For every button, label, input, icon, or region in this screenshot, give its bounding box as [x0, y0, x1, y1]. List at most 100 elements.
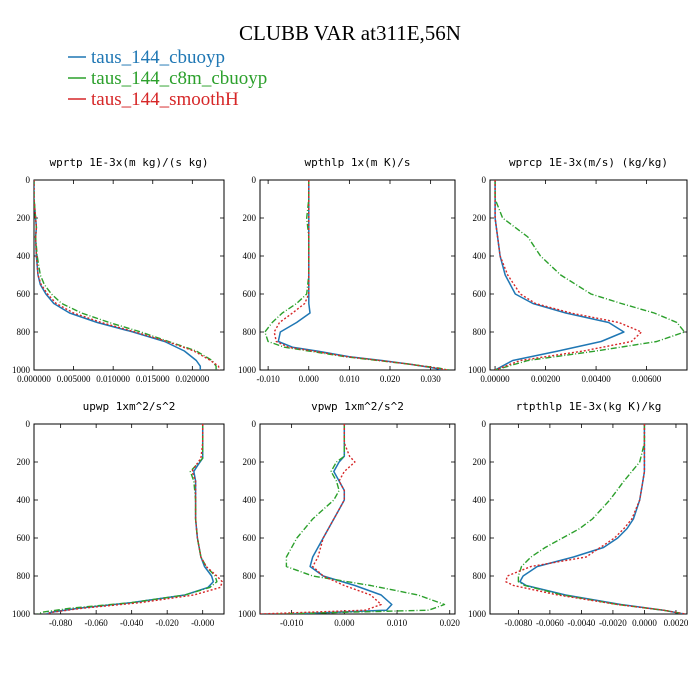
- x-tick-label: 0.020: [440, 618, 461, 628]
- legend-label-1: taus_144_c8m_cbuoyp: [91, 68, 267, 89]
- series-line-taus_144_c8m_cbuoyp: [517, 424, 686, 614]
- y-tick-label: 1000: [468, 609, 487, 619]
- y-tick-label: 200: [473, 213, 487, 223]
- x-tick-label: 0.0000: [632, 618, 657, 628]
- x-tick-label: 0.030: [421, 374, 442, 384]
- y-tick-label: 200: [243, 457, 257, 467]
- y-tick-label: 400: [243, 251, 257, 261]
- x-tick-label: -0.020: [156, 618, 180, 628]
- y-tick-label: 800: [243, 571, 257, 581]
- panel-4: vpwp 1xm^2/s^2 0 200 400 600 800 1000 -0.010 0.0…: [238, 400, 460, 628]
- panel-0: wprtp 1E-3x(m kg)/(s kg) 0 200 400 600 800 100…: [12, 156, 225, 384]
- y-tick-label: 600: [473, 533, 487, 543]
- y-tick-label: 1000: [12, 609, 31, 619]
- series-line-taus_144_c8m_cbuoyp: [264, 180, 450, 370]
- x-tick-label: -0.000: [191, 618, 215, 628]
- y-tick-label: 800: [17, 327, 31, 337]
- x-tick-label: 0.00400: [581, 374, 611, 384]
- legend: taus_144_cbuoyp taus_144_c8m_cbuoyp taus…: [68, 47, 267, 110]
- y-tick-label: 1000: [238, 609, 257, 619]
- x-tick-label: -0.080: [49, 618, 73, 628]
- y-tick-label: 400: [473, 251, 487, 261]
- series-line-taus_144_cbuoyp: [519, 424, 684, 614]
- x-tick-label: 0.00000: [480, 374, 510, 384]
- panel-2: wprcp 1E-3x(m/s) (kg/kg) 0 200 400 600 800 100…: [468, 156, 688, 384]
- panel-title: wprcp 1E-3x(m/s) (kg/kg): [509, 156, 668, 169]
- plot-frame: [259, 179, 456, 371]
- series-line-taus_144_c8m_cbuoyp: [37, 424, 218, 614]
- x-tick-label: 0.000000: [17, 374, 51, 384]
- series-line-taus_144_c8m_cbuoyp: [494, 180, 686, 370]
- plot-frame: [33, 179, 225, 371]
- y-tick-label: 1000: [12, 365, 31, 375]
- panel-title: upwp 1xm^2/s^2: [83, 400, 176, 413]
- x-tick-label: 0.000: [299, 374, 320, 384]
- x-tick-label: 0.020000: [175, 374, 209, 384]
- panels: wprtp 1E-3x(m kg)/(s kg) 0 200 400 600 800 100…: [12, 156, 689, 628]
- x-tick-label: 0.010000: [96, 374, 130, 384]
- plot-frame: [33, 423, 225, 615]
- y-tick-label: 400: [17, 495, 31, 505]
- x-tick-label: -0.010: [257, 374, 281, 384]
- y-tick-label: 0: [26, 419, 31, 429]
- y-tick-label: 600: [17, 533, 31, 543]
- y-tick-label: 0: [252, 175, 257, 185]
- x-tick-label: 0.00200: [531, 374, 561, 384]
- x-tick-label: -0.0020: [599, 618, 627, 628]
- panel-title: vpwp 1xm^2/s^2: [311, 400, 404, 413]
- series-line-taus_144_smoothH: [34, 180, 220, 370]
- panel-3: upwp 1xm^2/s^2 0 200 400 600 800 1000 -0.080 -0.…: [12, 400, 225, 628]
- y-tick-label: 600: [473, 289, 487, 299]
- panel-title: wpthlp 1x(m K)/s: [305, 156, 411, 169]
- x-tick-label: 0.020: [380, 374, 401, 384]
- x-tick-label: 0.000: [334, 618, 355, 628]
- x-tick-label: -0.060: [85, 618, 109, 628]
- y-tick-label: 200: [473, 457, 487, 467]
- legend-label-0: taus_144_cbuoyp: [91, 47, 225, 68]
- plot-frame: [489, 179, 688, 371]
- y-tick-label: 200: [243, 213, 257, 223]
- y-tick-label: 600: [17, 289, 31, 299]
- series-line-taus_144_smoothH: [273, 180, 448, 370]
- plot-frame: [259, 423, 456, 615]
- y-tick-label: 1000: [468, 365, 487, 375]
- x-tick-label: -0.0060: [536, 618, 564, 628]
- y-tick-label: 800: [473, 571, 487, 581]
- series-line-taus_144_cbuoyp: [46, 424, 215, 614]
- y-tick-label: 600: [243, 533, 257, 543]
- series-line-taus_144_smoothH: [494, 180, 643, 370]
- series-line-taus_144_cbuoyp: [494, 180, 625, 370]
- y-tick-label: 200: [17, 213, 31, 223]
- x-tick-label: -0.010: [280, 618, 304, 628]
- panel-title: rtpthlp 1E-3x(kg K)/kg: [516, 400, 662, 413]
- y-tick-label: 400: [473, 495, 487, 505]
- panel-title: wprtp 1E-3x(m kg)/(s kg): [50, 156, 209, 169]
- x-tick-label: -0.040: [120, 618, 144, 628]
- y-tick-label: 800: [243, 327, 257, 337]
- y-tick-label: 800: [473, 327, 487, 337]
- x-tick-label: 0.015000: [136, 374, 170, 384]
- plot-frame: [489, 423, 688, 615]
- y-tick-label: 400: [243, 495, 257, 505]
- series-line-taus_144_c8m_cbuoyp: [275, 424, 446, 614]
- x-tick-label: 0.005000: [57, 374, 91, 384]
- series-line-taus_144_c8m_cbuoyp: [34, 180, 217, 370]
- panel-5: rtpthlp 1E-3x(kg K)/kg 0 200 400 600 800 1000 -…: [468, 400, 689, 628]
- panel-1: wpthlp 1x(m K)/s 0 200 400 600 800 1000-0.010 0…: [238, 156, 456, 384]
- figure-title: CLUBB VAR at311E,56N: [239, 21, 461, 45]
- x-tick-label: 0.0020: [664, 618, 689, 628]
- series-line-taus_144_smoothH: [260, 424, 382, 614]
- y-tick-label: 0: [482, 175, 487, 185]
- x-tick-label: 0.010: [387, 618, 408, 628]
- y-tick-label: 0: [482, 419, 487, 429]
- x-tick-label: -0.0080: [504, 618, 532, 628]
- y-tick-label: 200: [17, 457, 31, 467]
- y-tick-label: 0: [252, 419, 257, 429]
- series-line-taus_144_cbuoyp: [291, 424, 393, 614]
- x-tick-label: 0.00600: [632, 374, 662, 384]
- x-tick-label: -0.0040: [568, 618, 596, 628]
- legend-label-2: taus_144_smoothH: [91, 89, 239, 110]
- series-line-taus_144_smoothH: [46, 424, 223, 614]
- y-tick-label: 800: [17, 571, 31, 581]
